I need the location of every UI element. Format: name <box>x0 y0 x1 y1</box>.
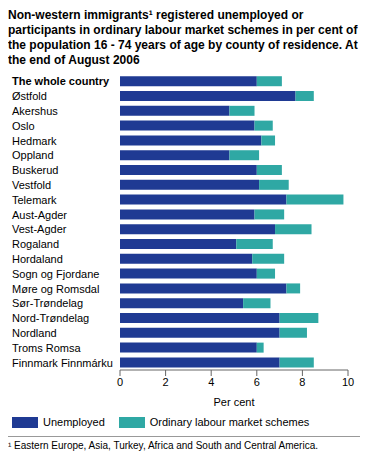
svg-text:4: 4 <box>208 376 214 388</box>
svg-text:Oslo: Oslo <box>12 120 35 132</box>
html-text:Unemployed: Unemployed <box>43 416 105 428</box>
svg-text:Telemark: Telemark <box>12 194 57 206</box>
svg-text:Sør-Trøndelag: Sør-Trøndelag <box>12 297 83 309</box>
svg-text:Sogn og Fjordane: Sogn og Fjordane <box>12 268 99 280</box>
svg-text:The whole country: The whole country <box>12 75 110 87</box>
html-text:Ordinary labour market schemes: Ordinary labour market schemes <box>149 416 310 428</box>
svg-text:Nordland: Nordland <box>12 327 57 339</box>
svg-text:Hordaland: Hordaland <box>12 253 63 265</box>
svg-text:Møre og Romsdal: Møre og Romsdal <box>12 283 99 295</box>
svg-text:Nord-Trøndelag: Nord-Trøndelag <box>12 312 89 324</box>
svg-text:0: 0 <box>117 376 123 388</box>
html-text:¹ Eastern Europe, Asia, Turkey: ¹ Eastern Europe, Asia, Turkey, Africa a… <box>8 440 318 451</box>
svg-text:6: 6 <box>254 376 260 388</box>
svg-text:Buskerud: Buskerud <box>12 164 58 176</box>
svg-text:Aust-Agder: Aust-Agder <box>12 209 67 221</box>
svg-text:Finnmark Finnmárku: Finnmark Finnmárku <box>12 357 113 369</box>
html-text:Non-western immigrants¹ regist: Non-western immigrants¹ registered unemp… <box>8 8 358 67</box>
svg-text:Per cent: Per cent <box>214 396 255 408</box>
svg-text:10: 10 <box>342 376 354 388</box>
svg-text:Vest-Agder: Vest-Agder <box>12 223 67 235</box>
svg-text:8: 8 <box>299 376 305 388</box>
svg-text:Vestfold: Vestfold <box>12 179 51 191</box>
svg-text:Østfold: Østfold <box>12 90 47 102</box>
svg-text:Oppland: Oppland <box>12 149 54 161</box>
svg-text:Hedmark: Hedmark <box>12 135 57 147</box>
svg-text:Akershus: Akershus <box>12 105 58 117</box>
svg-text:Rogaland: Rogaland <box>12 238 59 250</box>
svg-text:Troms Romsa: Troms Romsa <box>12 342 82 354</box>
svg-text:2: 2 <box>163 376 169 388</box>
